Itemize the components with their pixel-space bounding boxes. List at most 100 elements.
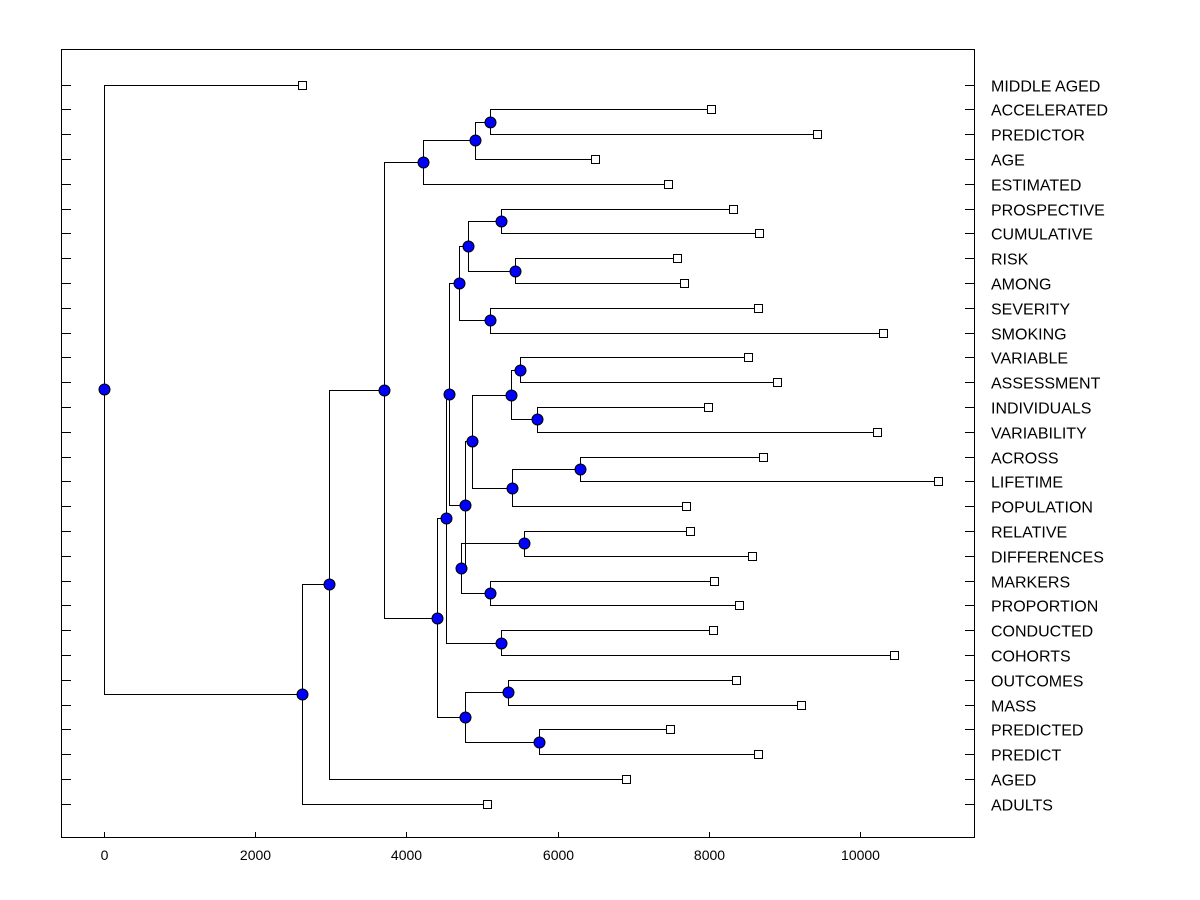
branch: [515, 258, 678, 272]
merge-node: [417, 156, 430, 169]
leaf-marker: [483, 800, 492, 809]
leaf-label: RISK: [991, 252, 1029, 269]
branch: [524, 543, 753, 557]
branch: [446, 518, 502, 644]
branch: [423, 162, 669, 185]
x-tick-label: 2000: [240, 847, 271, 863]
merge-node: [453, 277, 466, 290]
leaf-label: ESTIMATED: [991, 178, 1081, 195]
leaf-marker: [934, 477, 943, 486]
leaf-marker: [754, 750, 763, 759]
branch: [104, 389, 303, 695]
branch: [459, 283, 491, 321]
leaf-label: SMOKING: [991, 327, 1067, 344]
branch: [490, 308, 759, 321]
branch: [384, 162, 424, 391]
branch: [465, 692, 509, 718]
merge-node: [323, 578, 336, 591]
branch: [468, 246, 516, 272]
branch: [512, 469, 581, 489]
branch: [461, 505, 466, 569]
branch: [490, 109, 712, 123]
branch: [501, 630, 714, 644]
branch: [539, 729, 671, 743]
merge-nodes: [98, 116, 587, 749]
leaf-marker: [744, 353, 753, 362]
leaf-marker: [890, 651, 899, 660]
leaf-marker: [664, 180, 673, 189]
branch: [475, 140, 596, 160]
leaf-label: VARIABLE: [991, 351, 1068, 368]
merge-node: [462, 240, 475, 253]
leaf-marker: [686, 527, 695, 536]
leaf-label: PREDICT: [991, 748, 1061, 765]
leaf-label: AMONG: [991, 277, 1051, 294]
leaf-marker: [748, 552, 757, 561]
leaf-label: CUMULATIVE: [991, 227, 1093, 244]
leaf-label: OUTCOMES: [991, 674, 1083, 691]
leaf-label: MASS: [991, 699, 1036, 716]
branch: [520, 370, 778, 383]
leaf-label: RELATIVE: [991, 525, 1067, 542]
branch: [461, 543, 525, 569]
leaf-marker: [682, 502, 691, 511]
merge-node: [455, 562, 468, 575]
merge-node: [469, 134, 482, 147]
leaf-label: INDIVIDUALS: [991, 401, 1091, 418]
leaf-marker: [666, 725, 675, 734]
branch: [104, 85, 303, 390]
leaf-marker: [298, 81, 307, 90]
leaf-label: ASSESSMENT: [991, 376, 1101, 393]
leaf-marker: [873, 428, 882, 437]
merge-node: [484, 116, 497, 129]
branch: [384, 390, 438, 619]
leaf-label: PROPORTION: [991, 599, 1098, 616]
y-axis-row-ticks: [62, 85, 974, 805]
merge-node: [509, 265, 522, 278]
merge-node: [505, 389, 518, 402]
leaf-marker: [813, 130, 822, 139]
leaf-marker: [754, 304, 763, 313]
leaf-label: ADULTS: [991, 798, 1053, 815]
branch: [472, 441, 513, 489]
merge-node: [502, 686, 515, 699]
merge-node: [495, 637, 508, 650]
leaf-label: MARKERS: [991, 575, 1070, 592]
branch: [329, 390, 385, 585]
merge-node: [506, 482, 519, 495]
x-tick-label: 6000: [543, 847, 574, 863]
branch: [501, 643, 895, 656]
merge-node: [484, 314, 497, 327]
x-tick-label: 10000: [841, 847, 880, 863]
branch: [449, 394, 466, 506]
x-tick-label: 8000: [694, 847, 725, 863]
leaf-label: LIFETIME: [991, 475, 1063, 492]
leaf-marker: [797, 701, 806, 710]
leaf-label: SEVERITY: [991, 302, 1070, 319]
dendrogram-branches: [104, 85, 939, 805]
branch: [520, 357, 749, 371]
leaf-marker: [591, 155, 600, 164]
merge-node: [378, 384, 391, 397]
merge-node: [440, 512, 453, 525]
merge-node: [531, 413, 544, 426]
merge-node: [484, 587, 497, 600]
leaf-labels: MIDDLE AGED ACCELERATED PREDICTOR AGE ESTIMA…: [991, 79, 1108, 815]
branch: [437, 618, 466, 718]
branch: [465, 717, 540, 743]
leaf-marker: [704, 403, 713, 412]
branch: [472, 395, 512, 442]
merge-node: [296, 688, 309, 701]
branch: [437, 518, 447, 619]
leaf-label: DIFFERENCES: [991, 550, 1104, 567]
merge-node: [443, 388, 456, 401]
branch: [501, 209, 734, 222]
branch: [461, 568, 491, 594]
merge-node: [466, 435, 479, 448]
leaf-label: PROSPECTIVE: [991, 203, 1105, 220]
branch: [490, 581, 715, 594]
leaf-label: AGE: [991, 153, 1025, 170]
branch: [465, 441, 473, 506]
branch: [449, 283, 460, 395]
